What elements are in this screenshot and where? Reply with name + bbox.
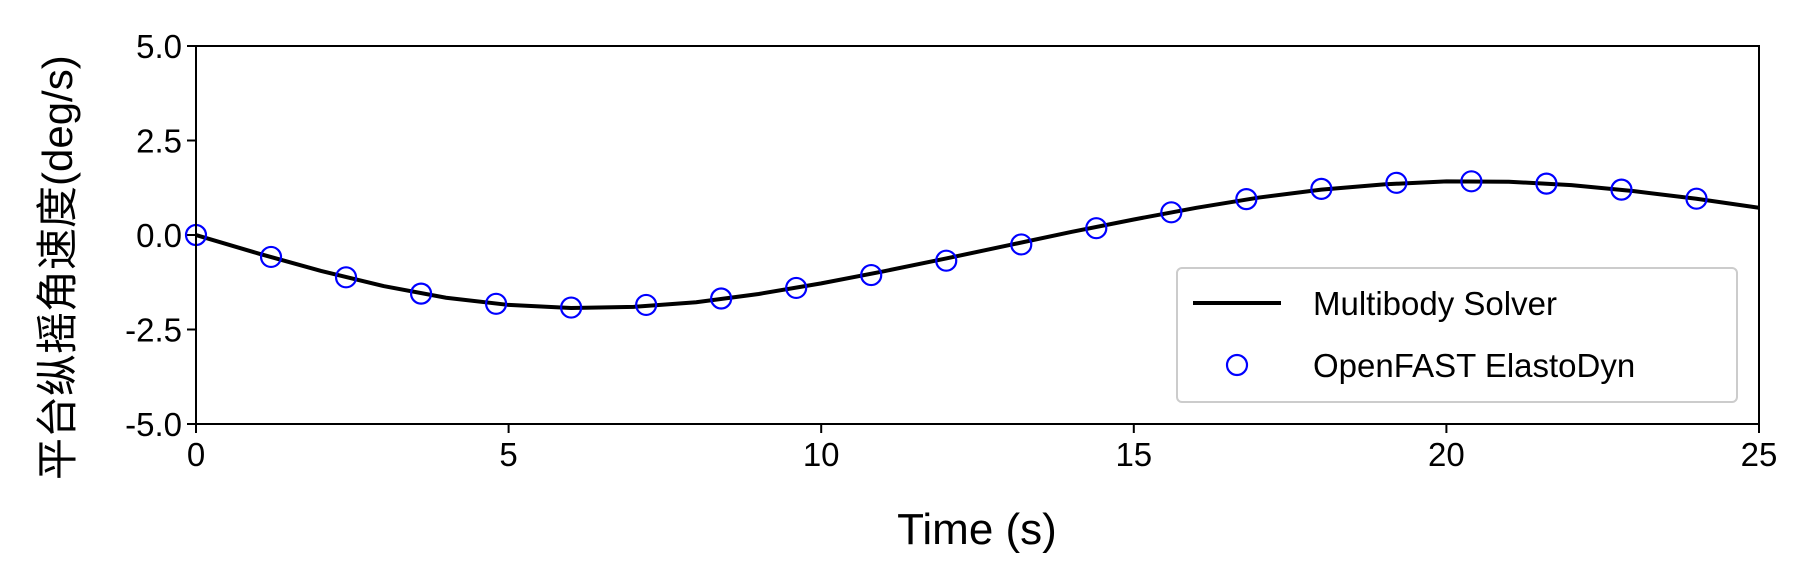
x-tick-label: 25 — [1741, 436, 1778, 473]
plot-frame — [195, 45, 1760, 425]
point — [560, 296, 583, 319]
point — [1385, 171, 1408, 194]
line — [196, 179, 1759, 310]
point — [1310, 177, 1333, 200]
point — [935, 249, 958, 272]
point — [1085, 217, 1108, 240]
point — [1535, 172, 1558, 195]
x-tick-label: 5 — [499, 436, 517, 473]
point — [1610, 178, 1633, 201]
point — [860, 263, 883, 287]
x-tick-label: 0 — [187, 436, 205, 473]
y-tick-label: 2.5 — [136, 123, 182, 160]
y-axis-label: 平台纵摇角速度(deg/s) — [34, 55, 81, 480]
point — [785, 276, 808, 300]
plot-area — [196, 179, 1759, 310]
y-tick-label: -2.5 — [125, 312, 182, 349]
point — [1160, 201, 1183, 224]
point — [710, 287, 733, 310]
x-axis-label: Time (s) — [897, 505, 1057, 554]
point — [484, 292, 508, 315]
point — [1460, 170, 1483, 193]
point — [334, 266, 358, 289]
y-tick-label: -5.0 — [125, 406, 182, 443]
y-tick-label: 0.0 — [136, 217, 182, 254]
legend-label: Multibody Solver — [1313, 285, 1557, 322]
point — [635, 293, 658, 317]
point — [1685, 187, 1708, 210]
x-tick-label: 20 — [1428, 436, 1465, 473]
point — [1235, 187, 1258, 211]
x-tick-label: 15 — [1115, 436, 1152, 473]
point — [409, 282, 433, 305]
legend-box — [1176, 267, 1738, 403]
x-tick-label: 10 — [803, 436, 840, 473]
point — [1010, 233, 1033, 256]
y-tick-label: 5.0 — [136, 28, 182, 65]
legend-label: OpenFAST ElastoDyn — [1313, 347, 1635, 384]
point — [259, 245, 283, 269]
legend-swatch — [1225, 353, 1249, 377]
